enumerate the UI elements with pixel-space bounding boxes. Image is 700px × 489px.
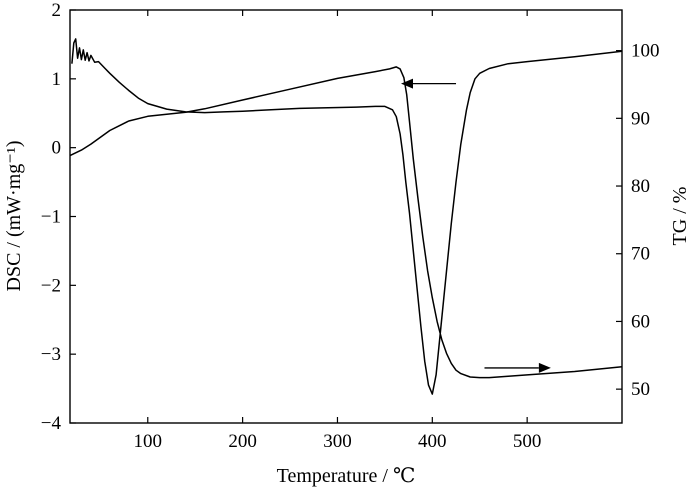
x-axis-title: Temperature / ℃ bbox=[277, 465, 416, 487]
y-left-tick-label: −3 bbox=[41, 344, 61, 365]
series-group bbox=[69, 38, 623, 395]
y-right-tick-label: 100 bbox=[631, 41, 660, 62]
y-left-tick-label: −2 bbox=[41, 275, 61, 296]
y-left-tick-label: 0 bbox=[52, 138, 62, 159]
y-left-tick-label: 2 bbox=[52, 0, 62, 21]
y-left-tick-label: −1 bbox=[41, 207, 61, 228]
tg-curve bbox=[69, 66, 623, 379]
annotation-group bbox=[401, 78, 551, 373]
y-left-tick-label: 1 bbox=[52, 69, 62, 90]
y-right-tick-label: 90 bbox=[631, 108, 650, 129]
arrow-head-right bbox=[538, 362, 551, 373]
y-right-tick-label: 50 bbox=[631, 379, 650, 400]
y-right-tick-label: 80 bbox=[631, 176, 650, 197]
y-left-tick-label: −4 bbox=[41, 413, 62, 434]
axis-ticks bbox=[70, 9, 622, 424]
y-axis-title-left: DSC / (mW·mg⁻¹) bbox=[3, 141, 25, 292]
y-right-tick-label: 70 bbox=[631, 244, 650, 265]
x-tick-label: 400 bbox=[418, 431, 447, 452]
x-tick-label: 200 bbox=[228, 431, 257, 452]
arrow-head-left bbox=[401, 78, 414, 89]
plot-frame bbox=[69, 9, 623, 424]
x-tick-label: 300 bbox=[323, 431, 352, 452]
y-axis-title-right: TG / % bbox=[669, 187, 691, 246]
x-tick-label: 100 bbox=[134, 431, 163, 452]
tick-labels: 100 200 300 400 500 2 1 0 −1 −2 −3 −4 100 90 80 70 60 50 bbox=[41, 0, 660, 452]
x-tick-label: 500 bbox=[513, 431, 542, 452]
dsc-curve bbox=[71, 38, 623, 395]
y-right-tick-label: 60 bbox=[631, 311, 650, 332]
